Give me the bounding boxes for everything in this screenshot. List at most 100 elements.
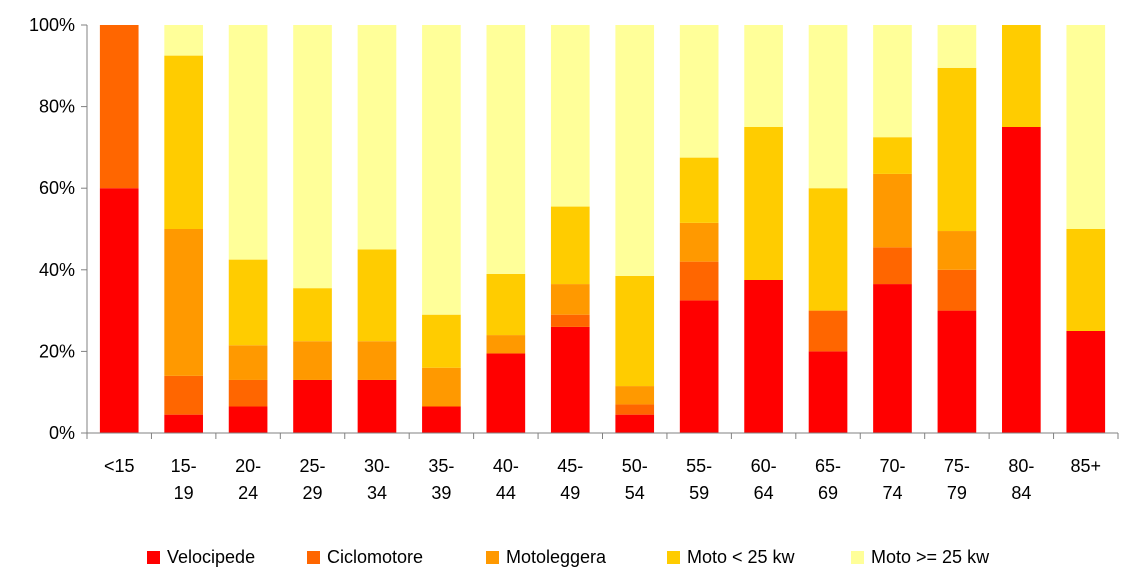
x-tick-label: 29: [303, 483, 323, 503]
bar-segment-0-12: [873, 284, 912, 433]
x-tick-label: 15-: [171, 456, 197, 476]
bar-segment-0-6: [486, 353, 526, 433]
x-tick-label: 25-: [300, 456, 326, 476]
legend-swatch-4: [851, 551, 864, 564]
bar-segment-4-9: [679, 25, 719, 158]
bar-segment-3-8: [615, 275, 655, 387]
bar-segment-3-4: [357, 249, 397, 342]
x-tick-label: 30-: [364, 456, 390, 476]
bar-segment-0-11: [808, 351, 848, 433]
bar-segment-2-1: [164, 229, 203, 376]
x-tick-label: 59: [689, 483, 709, 503]
bar-segment-3-12: [873, 137, 912, 174]
x-tick-label: 69: [818, 483, 838, 503]
bar-segment-0-13: [937, 310, 977, 433]
bar-segment-3-1: [164, 55, 203, 229]
bar-segment-3-10: [744, 127, 783, 280]
bar-segment-3-13: [937, 67, 977, 232]
legend-swatch-3: [667, 551, 680, 564]
x-tick-label: 55-: [686, 456, 712, 476]
bar-segment-2-7: [550, 284, 590, 315]
bar-segment-2-8: [615, 386, 655, 405]
x-tick-label: 34: [367, 483, 387, 503]
bar-segment-3-3: [293, 288, 332, 342]
y-tick-label: 80%: [39, 97, 75, 117]
bar-segment-4-5: [422, 25, 461, 315]
legend-label-1: Ciclomotore: [327, 547, 423, 567]
bar-segment-3-14: [1002, 25, 1041, 127]
x-tick-label: 60-: [751, 456, 777, 476]
y-tick-label: 100%: [29, 15, 75, 35]
bar-segment-4-7: [550, 25, 590, 207]
x-tick-label: 45-: [557, 456, 583, 476]
x-tick-label: 54: [625, 483, 645, 503]
bar-segment-4-6: [486, 25, 526, 274]
legend: Velocipede Ciclomotore Motoleggera Moto < 2…: [147, 547, 990, 567]
x-tick-label: 80-: [1008, 456, 1034, 476]
bar-segment-3-5: [422, 314, 461, 368]
bar-segment-1-12: [873, 247, 912, 285]
bar-segment-2-13: [937, 231, 977, 270]
bar-segment-1-2: [228, 379, 268, 407]
x-tick-label: 65-: [815, 456, 841, 476]
bar-segment-0-15: [1066, 331, 1106, 433]
bar-segment-0-4: [357, 379, 397, 433]
bar-segment-0-9: [679, 300, 719, 433]
bar-segment-0-1: [164, 414, 203, 433]
bar-segment-3-7: [550, 206, 590, 285]
legend-label-4: Moto >= 25 kw: [871, 547, 990, 567]
bar-segment-0-5: [422, 406, 461, 433]
bar-segment-1-0: [99, 25, 139, 189]
bar-segment-0-2: [228, 406, 268, 433]
x-tick-label: 44: [496, 483, 516, 503]
axes-layer: 0% 20% 40% 60% 80% 100% <15 15- 19 20- 24 25- 29 30- 3…: [29, 15, 1119, 503]
x-tick-label: 50-: [622, 456, 648, 476]
bar-segment-4-1: [164, 25, 203, 56]
x-tick-label: 70-: [879, 456, 905, 476]
bar-segment-2-5: [422, 367, 461, 407]
legend-label-3: Moto < 25 kw: [687, 547, 796, 567]
bar-segment-2-6: [486, 335, 526, 354]
bar-segment-0-0: [99, 188, 139, 433]
x-tick-label: 39: [431, 483, 451, 503]
legend-swatch-0: [147, 551, 160, 564]
x-tick-label: 40-: [493, 456, 519, 476]
x-tick-label: 74: [882, 483, 902, 503]
bar-segment-2-3: [293, 341, 332, 380]
bar-segment-3-15: [1066, 229, 1106, 331]
bar-segment-3-6: [486, 273, 526, 336]
bar-segment-0-3: [293, 379, 332, 433]
bar-segment-4-10: [744, 25, 783, 127]
bar-segment-0-10: [744, 280, 783, 433]
bar-segment-1-9: [679, 261, 719, 301]
legend-swatch-1: [307, 551, 320, 564]
y-tick-label: 60%: [39, 178, 75, 198]
legend-label-2: Motoleggera: [506, 547, 607, 567]
x-tick-label: 20-: [235, 456, 261, 476]
bar-segment-3-11: [808, 188, 848, 311]
x-tick-label: 85+: [1071, 456, 1102, 476]
bar-segment-4-11: [808, 25, 848, 189]
x-tick-label: 35-: [428, 456, 454, 476]
x-tick-label: <15: [104, 456, 135, 476]
bar-segment-4-13: [937, 25, 977, 68]
x-tick-label: 49: [560, 483, 580, 503]
y-tick-label: 40%: [39, 260, 75, 280]
bar-segment-0-8: [615, 414, 655, 433]
y-tick-label: 20%: [39, 341, 75, 361]
bar-segment-2-2: [228, 345, 268, 380]
bar-segment-2-4: [357, 341, 397, 380]
bar-segment-4-4: [357, 25, 397, 250]
x-tick-label: 19: [174, 483, 194, 503]
x-tick-label: 24: [238, 483, 258, 503]
x-tick-label: 79: [947, 483, 967, 503]
bar-segment-3-9: [679, 157, 719, 223]
bar-segment-2-9: [679, 222, 719, 262]
bar-segment-1-8: [615, 404, 655, 415]
x-tick-label: 75-: [944, 456, 970, 476]
y-tick-label: 0%: [49, 423, 75, 443]
bar-segment-1-11: [808, 310, 848, 352]
bar-segment-0-7: [550, 326, 590, 433]
legend-label-0: Velocipede: [167, 547, 255, 567]
